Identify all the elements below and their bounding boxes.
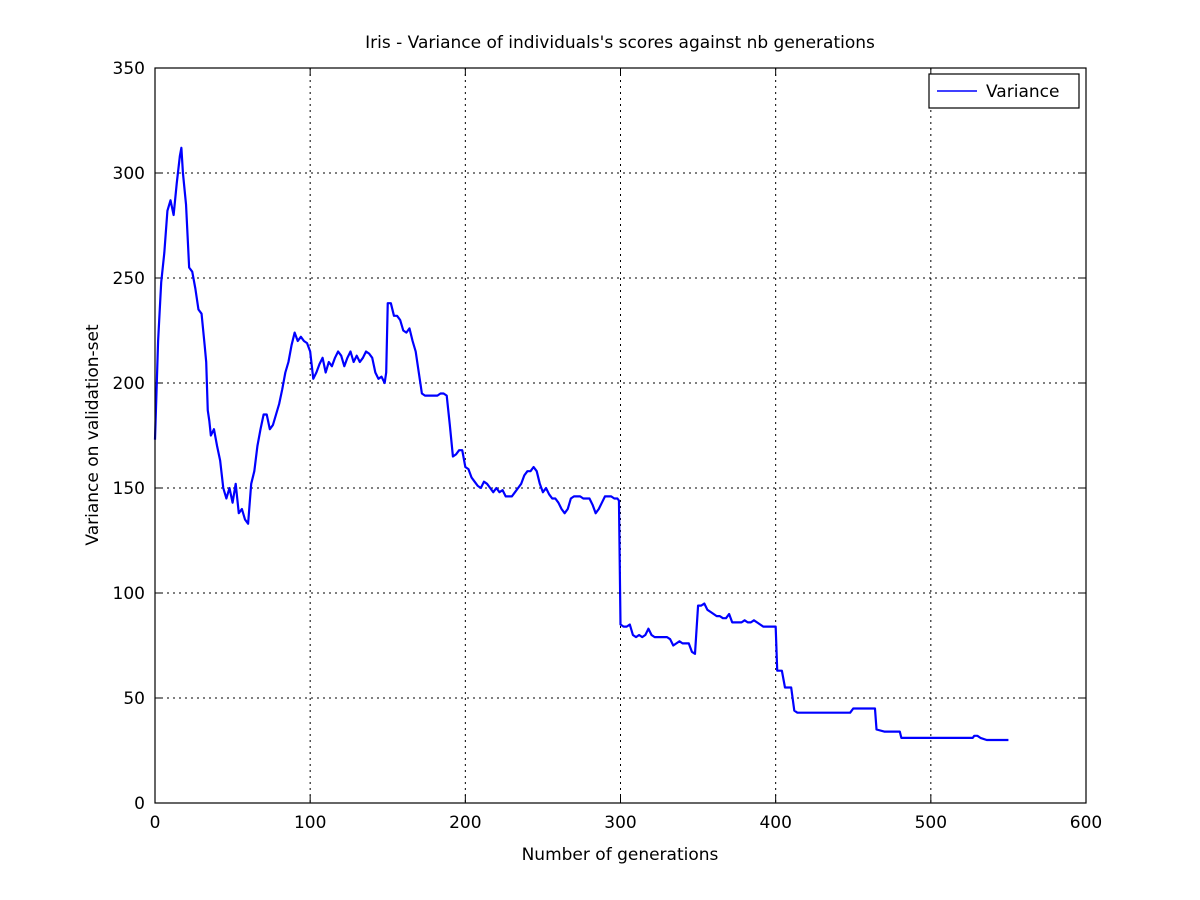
grid-lines [155, 68, 1086, 803]
x-axis-label: Number of generations [522, 845, 719, 865]
series-group [153, 146, 1009, 742]
plot-frame [154, 67, 1087, 804]
chart-title: Iris - Variance of individuals's scores … [365, 33, 875, 53]
series-line-variance [153, 146, 1009, 742]
axis-ticks: 0 100 200 300 400 500 600 0 50 100 150 200 250 300 350 [113, 59, 1103, 833]
y-tick-label: 250 [113, 269, 145, 289]
y-tick-label: 350 [113, 59, 145, 79]
x-tick-label: 500 [915, 813, 947, 833]
x-tick-label: 300 [604, 813, 636, 833]
y-tick-label: 150 [113, 479, 145, 499]
y-tick-label: 300 [113, 164, 145, 184]
y-tick-label: 100 [113, 584, 145, 604]
legend: Variance [928, 73, 1080, 109]
x-tick-label: 400 [759, 813, 791, 833]
legend-label-variance: Variance [986, 82, 1059, 102]
x-tick-label: 200 [449, 813, 481, 833]
x-tick-label: 0 [150, 813, 161, 833]
x-tick-label: 100 [294, 813, 326, 833]
y-axis-label: Variance on validation-set [83, 324, 103, 546]
y-tick-label: 200 [113, 374, 145, 394]
y-tick-label: 0 [134, 794, 145, 814]
y-tick-label: 50 [123, 689, 145, 709]
x-tick-label: 600 [1070, 813, 1102, 833]
